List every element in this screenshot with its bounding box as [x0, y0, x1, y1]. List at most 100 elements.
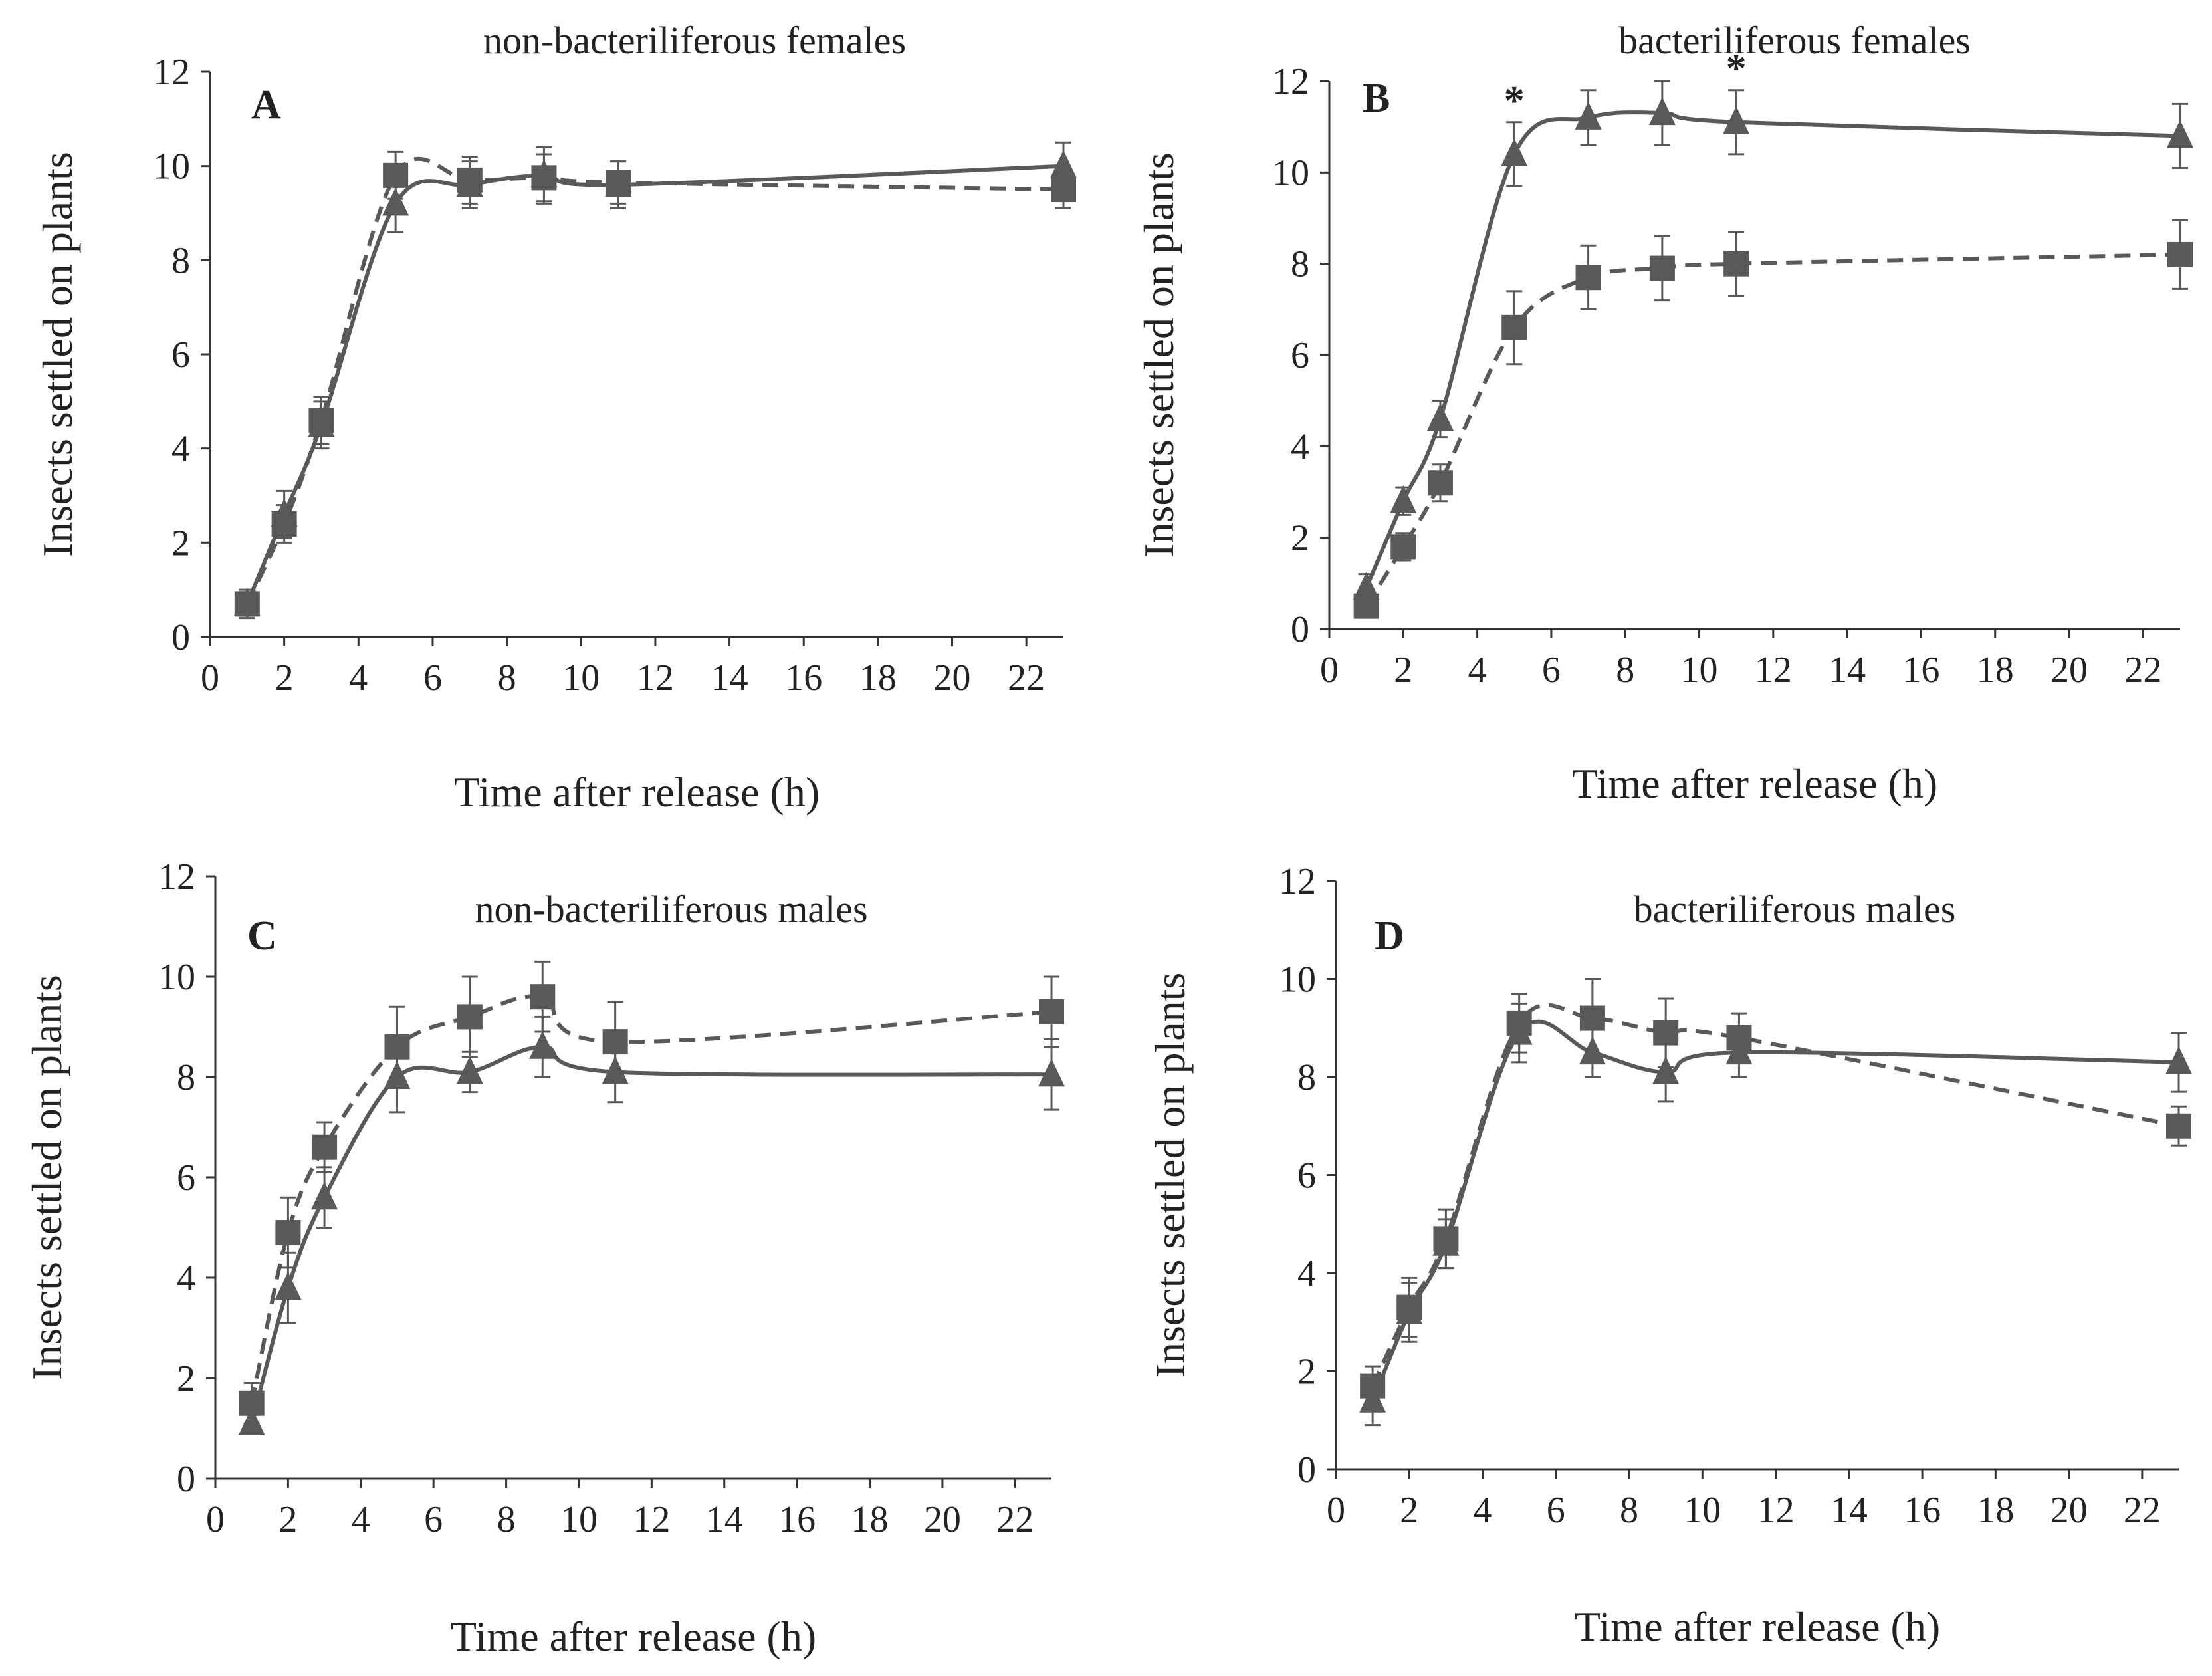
panel-title: non-bacteriliferous males: [475, 888, 867, 931]
data-point-triangle: [1390, 485, 1417, 513]
y-tick-label: 12: [153, 52, 190, 93]
x-tick-label: 12: [1757, 1490, 1795, 1531]
data-point-triangle: [1723, 106, 1750, 134]
x-tick-label: 20: [924, 1499, 961, 1540]
panel-title: bacteriliferous males: [1634, 888, 1956, 931]
x-tick-label: 6: [1547, 1490, 1565, 1531]
y-tick-label: 8: [171, 240, 190, 281]
x-tick-label: 0: [1327, 1490, 1345, 1531]
x-tick-label: 2: [275, 658, 294, 699]
x-tick-label: 18: [859, 658, 897, 699]
y-tick-label: 2: [177, 1358, 195, 1399]
data-point-square: [1360, 1373, 1386, 1399]
y-tick-label: 0: [177, 1459, 195, 1500]
series-line: [1371, 1003, 2179, 1387]
data-point-triangle: [1501, 138, 1528, 166]
series-line: [245, 164, 1064, 605]
data-point-square: [312, 1134, 338, 1160]
y-tick-label: 10: [1272, 152, 1309, 193]
x-tick-label: 20: [2050, 1490, 2088, 1531]
data-point-square: [1723, 251, 1749, 277]
y-tick-label: 12: [1279, 861, 1316, 902]
x-tick-label: 10: [1681, 650, 1718, 691]
x-tick-label: 22: [996, 1499, 1034, 1540]
x-tick-label: 0: [1320, 650, 1339, 691]
data-point-square: [602, 1029, 628, 1055]
data-point-triangle: [529, 1030, 556, 1059]
x-tick-label: 18: [1977, 650, 2014, 691]
y-axis-title: Insects settled on plants: [23, 975, 70, 1380]
data-point-triangle: [456, 1056, 483, 1084]
y-tick-label: 2: [171, 523, 190, 564]
y-tick-label: 4: [1291, 426, 1309, 467]
x-tick-label: 14: [711, 658, 748, 699]
series-square-dashed: [1353, 219, 2193, 619]
y-tick-label: 4: [1297, 1253, 1316, 1294]
y-tick-label: 6: [171, 334, 190, 376]
data-point-square: [2167, 241, 2193, 267]
panel-letter: A: [251, 82, 281, 128]
panel-letter: D: [1375, 913, 1404, 959]
data-point-triangle: [1648, 97, 1676, 126]
x-tick-label: 2: [278, 1499, 297, 1540]
data-point-square: [1501, 314, 1527, 340]
x-tick-label: 20: [934, 658, 971, 699]
x-tick-label: 16: [1904, 1490, 1941, 1531]
y-tick-label: 8: [177, 1057, 195, 1098]
series-line: [1365, 252, 2181, 608]
x-tick-label: 12: [637, 658, 674, 699]
series-line: [1364, 110, 2181, 589]
data-point-triangle: [1652, 1056, 1680, 1084]
data-point-square: [1353, 593, 1379, 619]
x-tick-label: 20: [2050, 650, 2088, 691]
y-tick-label: 10: [158, 957, 195, 998]
panel-letter: B: [1363, 76, 1390, 121]
series-square-dashed: [234, 150, 1076, 617]
y-tick-label: 6: [1297, 1155, 1316, 1197]
y-tick-label: 8: [1291, 244, 1309, 285]
x-axis-title: Time after release (h): [1572, 760, 1937, 807]
x-tick-label: 2: [1394, 650, 1412, 691]
data-point-square: [530, 984, 556, 1010]
y-tick-label: 12: [158, 856, 195, 898]
panel-d: 0 2 4 6 8 10 12 0 2 4 6 8 10 12 14 16 18 20 22 Time after r…: [1147, 861, 2192, 1650]
x-tick-label: 12: [1755, 650, 1792, 691]
y-tick-label: 2: [1297, 1352, 1316, 1393]
data-point-square: [457, 1004, 483, 1030]
data-point-square: [1433, 1226, 1459, 1252]
panel-a: 0 2 4 6 8 10 12 0 2 4 6 8 10 12 14 16 18 20 22 Time after r…: [34, 19, 1077, 816]
x-tick-label: 12: [633, 1499, 670, 1540]
x-tick-label: 4: [352, 1499, 370, 1540]
x-tick-label: 0: [201, 658, 219, 699]
x-tick-label: 14: [706, 1499, 743, 1540]
data-point-triangle: [1575, 101, 1602, 130]
data-point-square: [383, 162, 409, 188]
data-point-triangle: [2165, 1046, 2192, 1074]
x-tick-label: 8: [498, 658, 516, 699]
panel-c: 0 2 4 6 8 10 12 0 2 4 6 8 10 12 14 16 18 20 22 Time after r…: [23, 856, 1065, 1660]
data-point-square: [1396, 1294, 1422, 1320]
x-axis-title: Time after release (h): [454, 769, 820, 816]
y-tick-label: 4: [171, 429, 190, 470]
series-line: [249, 994, 1052, 1404]
x-tick-label: 16: [1902, 650, 1939, 691]
x-tick-label: 8: [497, 1499, 516, 1540]
x-tick-label: 16: [778, 1499, 816, 1540]
x-tick-label: 14: [1830, 1490, 1868, 1531]
x-tick-label: 6: [424, 1499, 443, 1540]
x-tick-label: 18: [851, 1499, 889, 1540]
data-point-triangle: [1038, 1058, 1065, 1087]
y-tick-label: 0: [1291, 609, 1309, 650]
y-axis-title: Insects settled on plants: [34, 152, 81, 557]
y-axis-title: Insects settled on plants: [1147, 973, 1194, 1378]
data-point-square: [1427, 470, 1453, 496]
data-point-square: [531, 165, 557, 191]
x-axis-title: Time after release (h): [1575, 1603, 1940, 1650]
panel-b: 0 2 4 6 8 10 12 0 2 4 6 8 10 12 14 16 18 20 22 Time after r…: [1135, 19, 2193, 807]
y-tick-label: 2: [1291, 518, 1309, 559]
data-point-triangle: [1426, 403, 1454, 431]
series-triangle-solid: [238, 1015, 1065, 1435]
y-tick-label: 0: [171, 617, 190, 658]
x-tick-label: 8: [1616, 650, 1634, 691]
data-point-square: [275, 1220, 301, 1246]
